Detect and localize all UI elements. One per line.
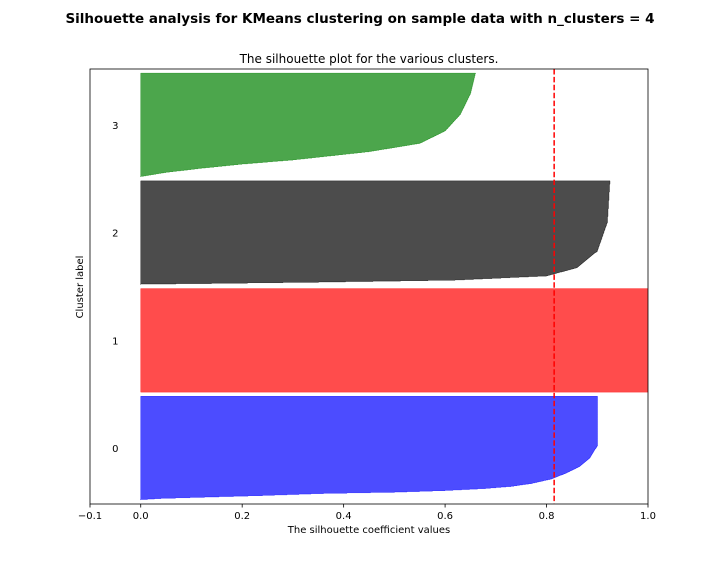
chart-title: The silhouette plot for the various clus…	[239, 52, 499, 66]
x-tick-label: 0.4	[336, 511, 352, 522]
cluster-label-1: 1	[112, 336, 118, 347]
x-tick-label: 0.8	[539, 511, 555, 522]
cluster-label-0: 0	[112, 444, 118, 455]
figure-title: Silhouette analysis for KMeans clusterin…	[65, 11, 654, 27]
x-tick-label: 0.6	[437, 511, 453, 522]
cluster-label-2: 2	[112, 229, 118, 240]
silhouette-cluster-0	[140, 396, 598, 501]
y-axis-label: Cluster label	[75, 256, 86, 319]
silhouette-cluster-3	[140, 72, 476, 177]
x-axis-label: The silhouette coefficient values	[287, 525, 451, 536]
axes: −0.1 0.0 0.2 0.4 0.6 0.8 1.0	[78, 68, 656, 522]
x-tick-label: 0.0	[133, 511, 149, 522]
axes-frame	[89, 68, 649, 505]
x-tick-label: 1.0	[640, 511, 656, 522]
x-tick-label: 0.2	[234, 511, 250, 522]
silhouette-cluster-1	[140, 288, 648, 393]
cluster-label-3: 3	[112, 121, 118, 132]
x-tick-label: −0.1	[78, 511, 102, 522]
silhouette-cluster-2	[140, 180, 611, 285]
plot-area: 0 1 2 3	[112, 69, 648, 504]
